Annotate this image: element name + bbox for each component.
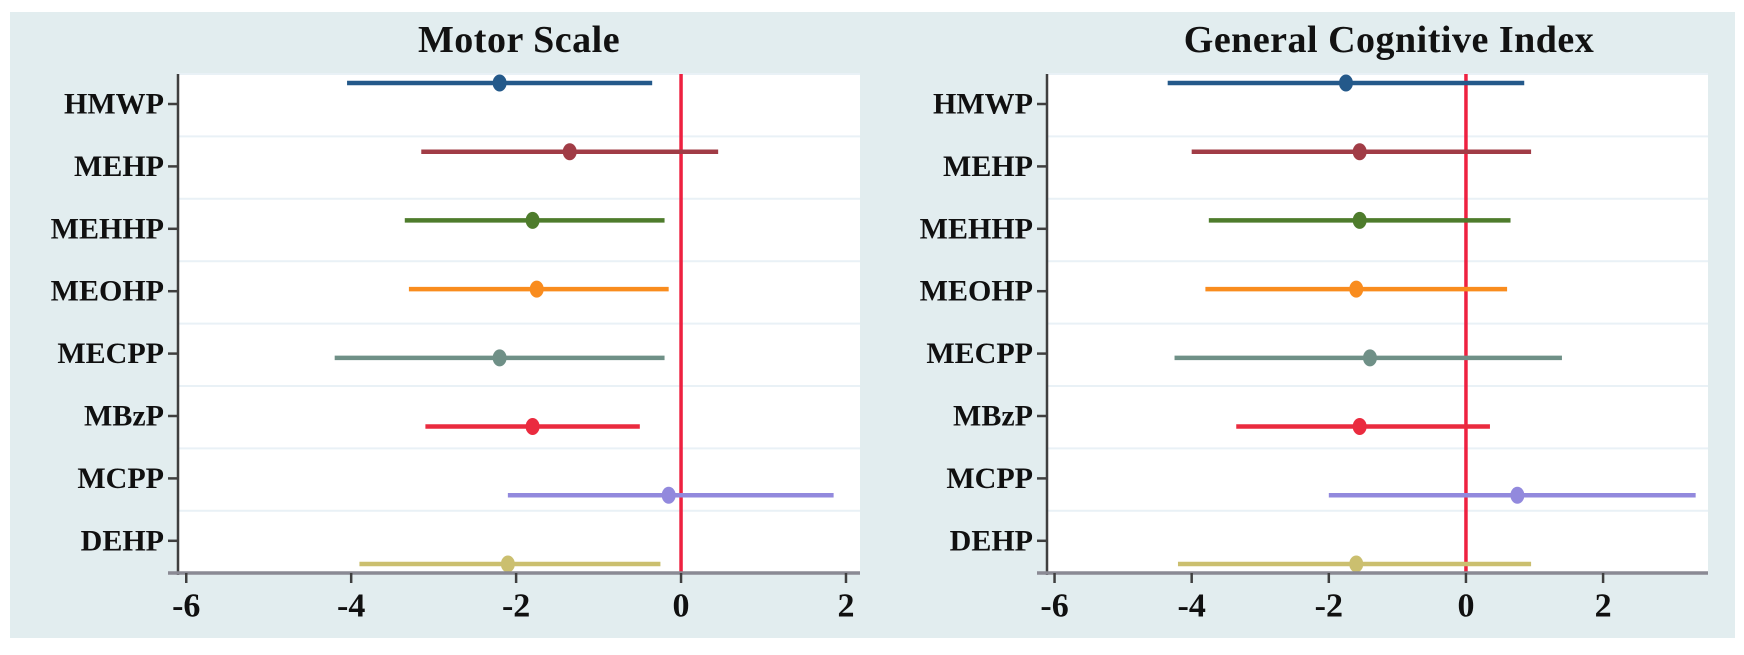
category-label-MEOHP: MEOHP — [51, 275, 164, 308]
x-tick-label--4: -4 — [337, 588, 365, 625]
panel-title-general-cognitive-index: General Cognitive Index — [1183, 19, 1595, 61]
estimate-marker-MEHP — [562, 143, 577, 161]
x-tick-label-0: 0 — [673, 588, 690, 625]
category-label-MBzP: MBzP — [84, 400, 164, 433]
x-tick-label-2: 2 — [837, 588, 854, 625]
category-label-MECPP: MECPP — [926, 337, 1033, 370]
estimate-marker-MEHHP — [525, 211, 540, 229]
category-label-HMWP: HMWP — [64, 88, 164, 121]
category-label-DEHP: DEHP — [950, 524, 1033, 557]
estimate-marker-MECPP — [1362, 349, 1377, 367]
category-label-MEHP: MEHP — [74, 150, 164, 183]
panel-left: HMWP MEHP MEHHP MEOHP MECPP MBzP MCPP DEHP-6 -4 -… — [51, 73, 860, 625]
category-label-DEHP: DEHP — [81, 524, 164, 557]
x-tick-label--2: -2 — [1315, 588, 1343, 625]
estimate-marker-MEOHP — [1349, 280, 1364, 298]
category-label-MCPP: MCPP — [77, 462, 164, 495]
category-label-MEOHP: MEOHP — [920, 275, 1033, 308]
category-label-MEHP: MEHP — [943, 150, 1033, 183]
estimate-marker-MBzP — [525, 418, 540, 436]
category-label-MBzP: MBzP — [953, 400, 1033, 433]
x-tick-label-2: 2 — [1595, 588, 1612, 625]
estimate-marker-DEHP — [500, 555, 515, 573]
category-label-MCPP: MCPP — [946, 462, 1033, 495]
estimate-marker-MCPP — [1510, 486, 1525, 504]
estimate-marker-MEHP — [1352, 143, 1367, 161]
x-tick-label--6: -6 — [1040, 588, 1068, 625]
estimate-marker-MCPP — [661, 486, 676, 504]
estimate-marker-DEHP — [1349, 555, 1364, 573]
category-label-MEHHP: MEHHP — [920, 212, 1033, 245]
x-tick-label-0: 0 — [1457, 588, 1474, 625]
estimate-marker-HMWP — [492, 74, 507, 92]
x-tick-label--6: -6 — [172, 588, 200, 625]
x-tick-label--2: -2 — [502, 588, 530, 625]
x-tick-label--4: -4 — [1178, 588, 1206, 625]
category-label-HMWP: HMWP — [933, 88, 1033, 121]
estimate-marker-MECPP — [492, 349, 507, 367]
category-label-MEHHP: MEHHP — [51, 212, 164, 245]
estimate-marker-MEOHP — [529, 280, 544, 298]
panel-title-motor-scale: Motor Scale — [417, 19, 621, 61]
estimate-marker-MEHHP — [1352, 211, 1367, 229]
estimate-marker-MBzP — [1352, 418, 1367, 436]
estimate-marker-HMWP — [1338, 74, 1353, 92]
category-label-MECPP: MECPP — [57, 337, 164, 370]
panel-right: HMWP MEHP MEHHP MEOHP MECPP MBzP MCPP DEHP-6 -4 -… — [920, 73, 1708, 625]
